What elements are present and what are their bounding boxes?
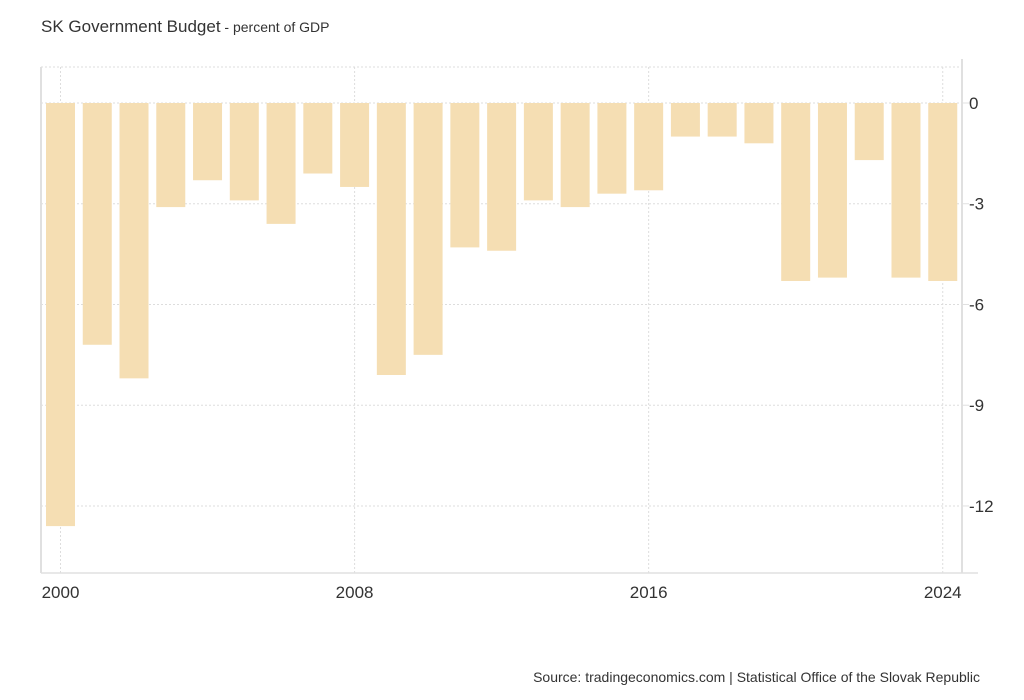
bar-2019: 2019: -1.2 <box>744 103 774 144</box>
bar-2000: 2000: -12.6 <box>46 103 75 527</box>
y-axis-labels: 0 -3 -6 -9 -12 <box>969 94 994 516</box>
bar-2010: 2010: -7.5 <box>413 103 443 355</box>
chart-title-subtitle: - percent of GDP <box>220 19 330 35</box>
bar-2012: 2012: -4.4 <box>487 103 517 251</box>
x-tick-label: 2000 <box>42 583 80 602</box>
bar-2018: 2018: -1 <box>707 103 737 137</box>
bar-2015: 2015: -2.7 <box>597 103 627 194</box>
bar-2008: 2008: -2.5 <box>340 103 370 187</box>
bar-2007: 2007: -2.1 <box>303 103 333 174</box>
source-credit: Source: tradingeconomics.com | Statistic… <box>533 669 980 685</box>
chart-title-main: SK Government Budget <box>41 17 221 36</box>
bar-2006: 2006: -3.6 <box>266 103 296 224</box>
bar-2002: 2002: -8.2 <box>119 103 149 379</box>
bar-2023: 2023: -5.2 <box>891 103 921 278</box>
bar-2021: 2021: -5.2 <box>817 103 847 278</box>
y-tick-label: -9 <box>969 396 984 415</box>
bars: 2000: -12.62001: -7.22002: -8.22003: -3.… <box>46 103 958 527</box>
y-tick-label: -12 <box>969 497 994 516</box>
bar-2020: 2020: -5.3 <box>781 103 811 281</box>
y-tick-label: -3 <box>969 195 984 214</box>
y-tick-label: -6 <box>969 295 984 314</box>
bar-2001: 2001: -7.2 <box>82 103 112 345</box>
y-tick-label: 0 <box>969 94 978 113</box>
bar-2011: 2011: -4.3 <box>450 103 480 248</box>
bar-2016: 2016: -2.6 <box>634 103 664 191</box>
bar-2003: 2003: -3.1 <box>156 103 186 208</box>
x-tick-label: 2016 <box>630 583 668 602</box>
bar-2022: 2022: -1.7 <box>854 103 884 161</box>
x-tick-label: 2024 <box>924 583 962 602</box>
bar-2024: 2024: -5.3 <box>928 103 958 281</box>
bar-2009: 2009: -8.1 <box>376 103 406 375</box>
bar-2004: 2004: -2.3 <box>193 103 223 181</box>
bar-2014: 2014: -3.1 <box>560 103 590 208</box>
bar-2013: 2013: -2.9 <box>523 103 553 201</box>
axes <box>40 59 978 574</box>
x-axis-labels: 2000 2008 2016 2024 <box>42 583 962 602</box>
chart-title: SK Government Budget - percent of GDP <box>41 17 329 37</box>
x-tick-label: 2008 <box>336 583 374 602</box>
bar-2017: 2017: -1 <box>670 103 700 137</box>
bar-2005: 2005: -2.9 <box>229 103 259 201</box>
